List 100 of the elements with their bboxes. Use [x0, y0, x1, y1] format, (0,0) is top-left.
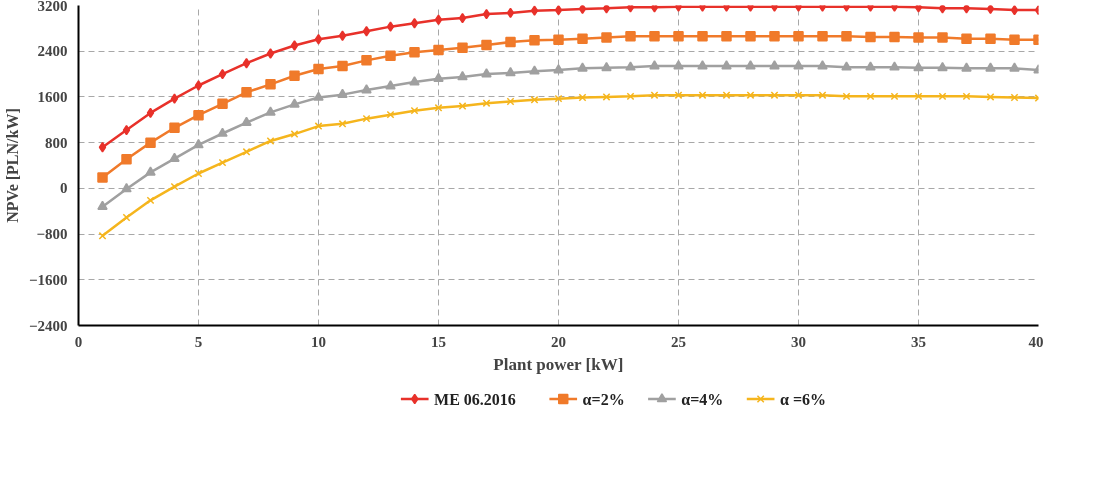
point [338, 119, 347, 128]
point [842, 5, 851, 12]
point [361, 55, 372, 66]
x-tick-label: 20 [551, 333, 566, 350]
point [914, 5, 923, 13]
point [122, 213, 131, 222]
point [194, 80, 203, 91]
point [817, 31, 828, 42]
point [553, 64, 564, 74]
point [1010, 5, 1019, 16]
point [697, 60, 708, 70]
point [410, 17, 419, 29]
point [481, 68, 492, 78]
x-tick-label: 15 [431, 333, 446, 350]
point [817, 60, 828, 70]
point [289, 70, 300, 82]
point [746, 5, 755, 12]
point [337, 60, 348, 72]
point [650, 5, 659, 13]
point [481, 39, 492, 51]
x-tick-label: 25 [671, 333, 686, 350]
point [457, 70, 468, 81]
point [1010, 93, 1019, 102]
point [602, 5, 611, 14]
point [121, 182, 132, 193]
point [913, 61, 924, 72]
legend-label: α=4% [681, 390, 724, 408]
point [434, 103, 443, 112]
point [697, 31, 708, 42]
point [625, 61, 636, 71]
point [913, 32, 924, 43]
point [506, 7, 515, 19]
y-tick-label: −1600 [28, 271, 68, 288]
point [409, 47, 420, 58]
point [673, 31, 684, 42]
x-tick-label: 40 [1028, 333, 1044, 350]
point [673, 60, 684, 70]
point [818, 5, 827, 12]
point [553, 34, 564, 46]
point [97, 172, 108, 183]
point [194, 169, 203, 178]
point [337, 88, 348, 98]
point [577, 33, 588, 44]
x-tick-label: 10 [311, 333, 326, 350]
y-tick-label: 1600 [37, 88, 68, 105]
point [625, 31, 636, 42]
point [769, 60, 780, 70]
point [241, 87, 252, 98]
point [362, 114, 371, 123]
point [169, 122, 180, 134]
y-tick-label: −2400 [28, 317, 68, 334]
point [937, 61, 948, 72]
point [98, 141, 107, 153]
point [433, 44, 444, 56]
point [889, 31, 900, 43]
point [482, 99, 491, 108]
point [458, 12, 467, 24]
point [529, 65, 540, 75]
point [578, 93, 587, 102]
point [938, 5, 947, 14]
point [193, 138, 204, 149]
point [889, 61, 900, 71]
point [97, 200, 108, 210]
point [626, 5, 635, 13]
point [218, 68, 227, 80]
point [577, 62, 588, 72]
point [289, 98, 300, 108]
point [986, 5, 995, 15]
point [457, 42, 468, 54]
point [745, 31, 756, 42]
point [505, 36, 516, 48]
point [937, 32, 948, 43]
point [961, 62, 972, 72]
point [721, 60, 732, 70]
point [217, 127, 228, 137]
point [121, 153, 132, 165]
point [338, 30, 347, 42]
point [865, 61, 876, 71]
y-tick-label: 2400 [37, 43, 68, 60]
point [601, 32, 612, 43]
point [122, 124, 131, 136]
point [961, 33, 972, 44]
point [985, 33, 996, 44]
point [890, 5, 899, 12]
point [146, 107, 155, 119]
y-axis-title: NPVe [PLN/kW] [3, 108, 21, 223]
point [1009, 34, 1020, 46]
point [385, 80, 396, 90]
point [170, 93, 179, 104]
point [985, 62, 996, 72]
point [769, 31, 780, 42]
point [410, 106, 419, 115]
point [722, 5, 731, 12]
point [649, 31, 660, 42]
point [386, 21, 395, 32]
point [578, 5, 587, 15]
point [314, 33, 323, 45]
point [841, 31, 852, 42]
y-tick-label: 0 [60, 180, 68, 197]
point [698, 5, 707, 12]
